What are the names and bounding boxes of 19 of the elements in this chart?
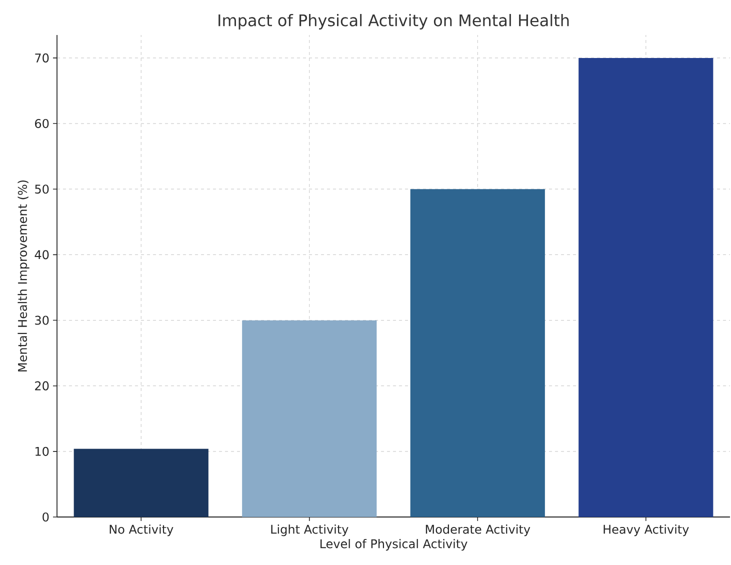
y-tick-label: 0 xyxy=(42,512,49,522)
y-tick-label: 70 xyxy=(35,53,49,62)
x-axis-title: Level of Physical Activity xyxy=(320,539,468,551)
bar xyxy=(242,320,377,517)
x-tick-label: Heavy Activity xyxy=(604,524,689,536)
bar xyxy=(578,58,714,517)
y-tick-label: 40 xyxy=(34,250,49,260)
y-tick-label: 50 xyxy=(35,184,49,194)
x-tick-label: Moderate Activity xyxy=(426,524,530,536)
y-tick-label: 10 xyxy=(36,446,49,456)
y-tick-label: 60 xyxy=(35,118,49,128)
x-tick-label: Light Activity xyxy=(271,524,348,536)
y-tick-label: 30 xyxy=(35,316,49,325)
bar xyxy=(410,189,545,517)
x-tick-label: No Activity xyxy=(110,524,174,536)
y-tick-label: 20 xyxy=(35,381,49,390)
chart-title: Impact of Physical Activity on Mental Health xyxy=(218,14,569,30)
y-axis-title: Mental Health Improvement (%) xyxy=(18,180,30,372)
bar xyxy=(74,448,208,517)
